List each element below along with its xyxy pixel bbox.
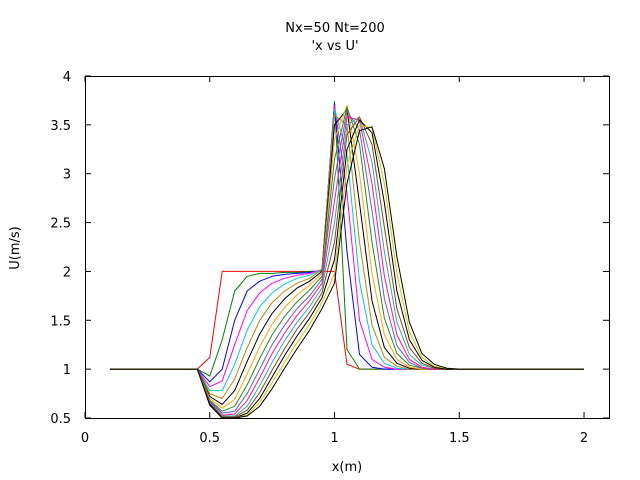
- y-tick-label: 1: [63, 363, 71, 378]
- series-line-12: [110, 116, 584, 417]
- x-tick-label: 0.5: [199, 431, 220, 446]
- y-tick-label: 2: [63, 265, 71, 280]
- x-tick-label: 1.5: [449, 431, 470, 446]
- series-layer: [110, 100, 584, 419]
- y-tick-label: 3.5: [50, 119, 71, 134]
- series-line-15: [110, 124, 584, 419]
- plot-frame: [85, 76, 610, 419]
- series-line-11: [110, 116, 584, 416]
- x-tick-label: 1: [330, 431, 338, 446]
- y-tick-label: 0.5: [50, 412, 71, 427]
- x-axis-label: x(m): [332, 460, 363, 475]
- x-tick-label: 2: [580, 431, 588, 446]
- y-tick-label: 1.5: [50, 314, 71, 329]
- series-line-13: [110, 116, 584, 418]
- chart-title: Nx=50 Nt=200: [285, 21, 385, 36]
- series-line-2: [110, 100, 584, 377]
- series-line-1: [110, 270, 584, 370]
- x-tick-label: 0: [81, 431, 89, 446]
- y-tick-label: 2.5: [50, 217, 71, 232]
- y-axis-label: U(m/s): [8, 226, 23, 269]
- y-tick-label: 4: [63, 70, 71, 85]
- series-line-16: [110, 126, 584, 419]
- y-tick-label: 3: [63, 168, 71, 183]
- axis-ticks: 0 0.5 1 1.5 2 0.5 1 1.5 2 2.5 3 3.5 4: [50, 70, 609, 446]
- chart-subtitle: 'x vs U': [311, 39, 358, 54]
